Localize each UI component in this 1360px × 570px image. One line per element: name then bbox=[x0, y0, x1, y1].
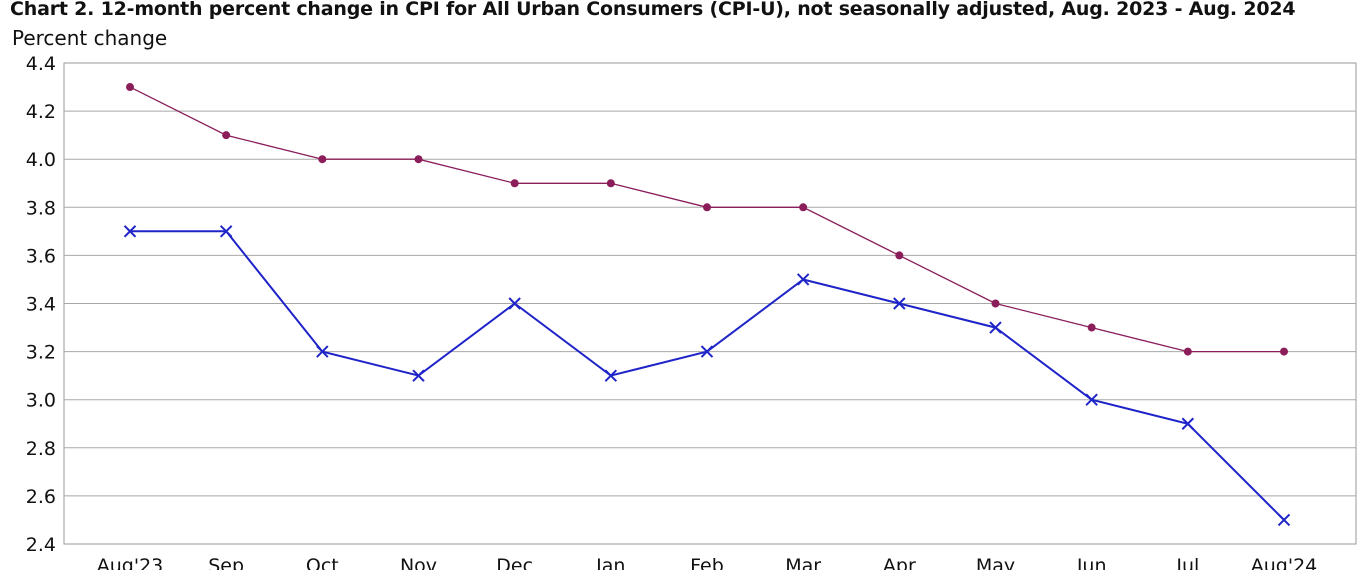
series-circle-point bbox=[1183, 347, 1192, 356]
series-x-point bbox=[316, 345, 329, 358]
series-circle-point bbox=[1280, 347, 1288, 356]
x-tick-label: Aug'23 bbox=[97, 555, 164, 570]
y-tick-label: 2.4 bbox=[26, 534, 56, 556]
y-tick-label: 3.4 bbox=[26, 294, 56, 316]
y-tick-label: 4.2 bbox=[26, 101, 56, 123]
x-marker-stroke bbox=[989, 321, 1002, 334]
series-circle-point bbox=[510, 179, 519, 188]
x-tick-label: Feb bbox=[690, 555, 724, 570]
series-x-point bbox=[412, 369, 425, 382]
x-tick-label: Oct bbox=[306, 555, 339, 570]
series-x-point bbox=[508, 297, 521, 310]
y-tick-label: 3.8 bbox=[26, 197, 56, 219]
series-circle-point bbox=[991, 299, 1000, 308]
x-tick-label: Sep bbox=[208, 555, 244, 570]
x-tick-label: Apr bbox=[883, 555, 916, 570]
series-x-point bbox=[604, 369, 618, 382]
x-marker-stroke bbox=[412, 369, 425, 382]
y-tick-label: 3.6 bbox=[26, 245, 56, 267]
x-tick-label: Mar bbox=[785, 555, 821, 570]
series-circle-point bbox=[1087, 323, 1096, 332]
x-tick-label: Aug'24 bbox=[1251, 555, 1318, 570]
x-tick-label: Jan bbox=[595, 555, 625, 570]
x-tick-label: Jul bbox=[1175, 555, 1199, 570]
y-tick-label: 3.0 bbox=[26, 390, 56, 412]
chart-title: Chart 2. 12-month percent change in CPI … bbox=[10, 0, 1296, 20]
x-marker-stroke bbox=[604, 369, 618, 382]
series-circle-point bbox=[318, 155, 327, 164]
series-layer bbox=[123, 83, 1291, 527]
series-circle-point bbox=[126, 83, 134, 92]
x-tick-labels: Aug'23 Sep Oct Nov Dec Jan Feb Mar Apr May Jun Jul A… bbox=[97, 555, 1318, 570]
series-x-point bbox=[893, 297, 906, 310]
y-tick-label: 3.2 bbox=[26, 342, 56, 364]
series-circle-point bbox=[799, 203, 808, 212]
series-circle-point bbox=[703, 203, 711, 212]
x-marker-stroke bbox=[796, 273, 810, 286]
y-tick-label: 2.6 bbox=[26, 486, 56, 508]
x-marker-stroke bbox=[700, 345, 714, 358]
x-marker-stroke bbox=[1277, 513, 1291, 527]
series-x-point bbox=[796, 273, 810, 286]
series-circle-point bbox=[606, 179, 615, 188]
series-x-point bbox=[989, 321, 1002, 334]
y-tick-label: 2.8 bbox=[26, 438, 56, 460]
x-tick-label: Jun bbox=[1076, 555, 1107, 570]
grid-lines bbox=[64, 110, 1356, 497]
x-marker-stroke bbox=[316, 345, 329, 358]
x-marker-stroke bbox=[1181, 417, 1195, 430]
x-marker-stroke bbox=[123, 225, 137, 238]
series-circle-point bbox=[414, 155, 423, 164]
x-marker-stroke bbox=[508, 297, 521, 310]
y-axis-label: Percent change bbox=[12, 26, 168, 50]
y-tick-label: 4.4 bbox=[26, 53, 56, 75]
series-x-point bbox=[123, 225, 137, 238]
series-x-point bbox=[1277, 513, 1291, 527]
x-tick-label: Dec bbox=[496, 555, 533, 570]
y-tick-labels: 2.4 2.6 2.8 3.0 3.2 3.4 3.6 3.8 4.0 4.2 4.4 bbox=[26, 53, 56, 556]
series-x-point bbox=[700, 345, 714, 358]
x-tick-label: Nov bbox=[400, 555, 437, 570]
x-tick-label: May bbox=[976, 555, 1015, 570]
x-marker-stroke bbox=[1085, 393, 1098, 406]
series-x-point bbox=[1085, 393, 1098, 406]
series-x-point bbox=[1181, 417, 1195, 430]
series-circle-point bbox=[222, 131, 231, 140]
series-x-point bbox=[219, 225, 233, 238]
x-marker-stroke bbox=[219, 225, 233, 238]
series-circle-point bbox=[895, 251, 904, 260]
x-marker-stroke bbox=[893, 297, 906, 310]
y-tick-label: 4.0 bbox=[26, 149, 56, 171]
